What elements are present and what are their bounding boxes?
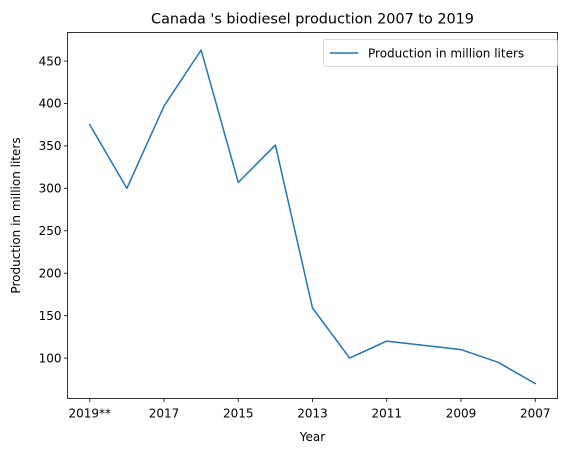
y-tick-label: 250 (39, 224, 62, 238)
y-axis-label: Production in million liters (9, 137, 23, 293)
y-tick-label: 100 (39, 351, 62, 365)
y-axis-ticks: 100 150 200 250 300 350 400 450 (39, 54, 68, 365)
y-tick-label: 150 (39, 309, 62, 323)
y-tick-label: 350 (39, 139, 62, 153)
x-tick-label: 2009 (446, 407, 477, 421)
x-tick-label: 2017 (149, 407, 180, 421)
legend: Production in million liters (323, 39, 558, 67)
series-layer (88, 49, 537, 385)
y-tick-label: 450 (39, 54, 62, 68)
legend-label: Production in million liters (368, 47, 524, 61)
x-axis-ticks: 2019** 2017 2015 2013 2011 2009 2007 (68, 398, 551, 421)
series-line-0 (88, 49, 537, 385)
y-tick-label: 200 (39, 266, 62, 280)
plot-frame (67, 32, 558, 399)
x-tick-label: 2019** (68, 407, 111, 421)
x-tick-label: 2013 (297, 407, 328, 421)
y-tick-label: 400 (39, 97, 62, 111)
x-tick-label: 2015 (223, 407, 254, 421)
x-axis-label: Year (299, 430, 325, 444)
x-tick-label: 2011 (371, 407, 402, 421)
x-tick-label: 2007 (520, 407, 551, 421)
chart-title: Canada 's biodiesel production 2007 to 2… (151, 12, 474, 28)
y-tick-label: 300 (39, 182, 62, 196)
legend-box (323, 39, 558, 67)
